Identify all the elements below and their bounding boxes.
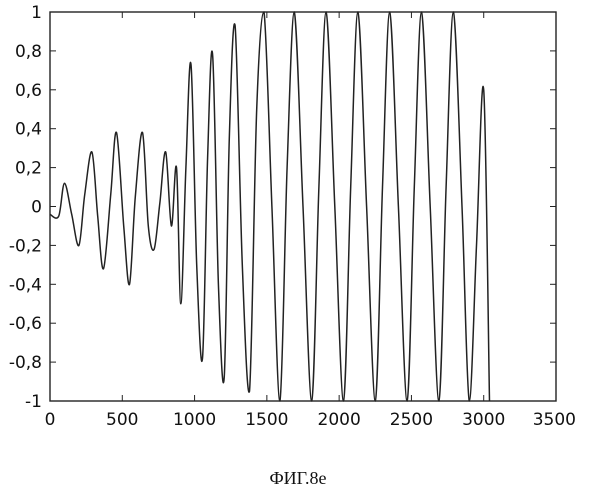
x-axis-ticks: 0 500 1000 1500 2000 2500 3000 3500: [45, 12, 576, 430]
figure-caption: ФИГ.8е: [0, 468, 596, 489]
y-tick-label: 0: [31, 198, 42, 218]
y-tick-label: -1: [25, 392, 42, 412]
y-tick-label: 0,4: [15, 120, 42, 140]
x-tick-label: 1000: [173, 410, 216, 430]
y-tick-label: -0,2: [9, 236, 42, 256]
y-tick-label: -0,8: [9, 353, 42, 373]
x-tick-label: 2500: [390, 410, 433, 430]
x-tick-label: 1500: [245, 410, 288, 430]
x-tick-label: 0: [45, 410, 56, 430]
y-tick-label: 1: [31, 3, 42, 23]
x-tick-label: 3000: [462, 410, 505, 430]
y-tick-label: 0,8: [15, 42, 42, 62]
y-tick-label: 0,6: [15, 81, 42, 101]
x-tick-label: 3500: [533, 410, 576, 430]
x-tick-label: 2000: [318, 410, 361, 430]
chart: 1 0,8 0,6 0,4 0,2 0 -0,2 -0,4 -0,6 -0,8 -1 0 500 100…: [0, 0, 596, 460]
y-tick-label: 0,2: [15, 159, 42, 179]
x-tick-label: 500: [106, 410, 138, 430]
series-line: [50, 12, 490, 401]
y-tick-label: -0,4: [9, 275, 42, 295]
y-tick-label: -0,6: [9, 314, 42, 334]
